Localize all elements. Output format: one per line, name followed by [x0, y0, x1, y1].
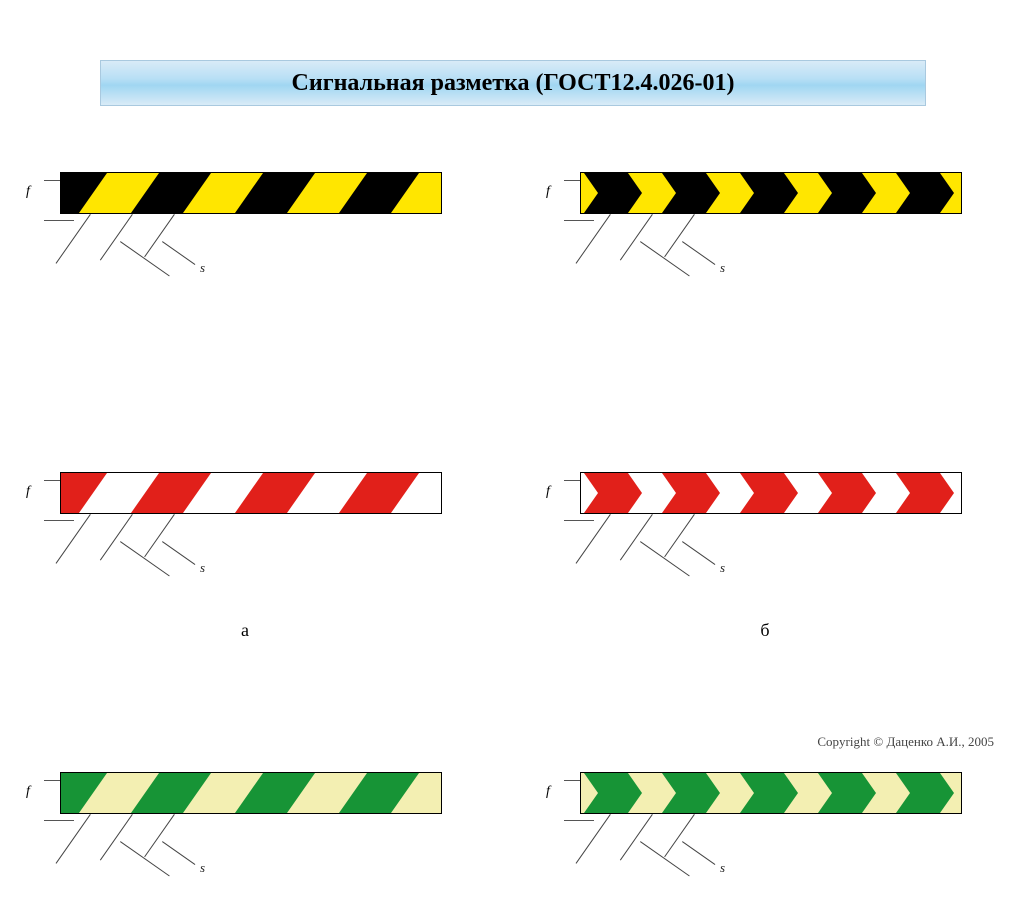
column-b: fsfsfsб	[530, 160, 1000, 610]
s-label: s	[200, 560, 205, 576]
f-dimension: f	[26, 168, 60, 216]
stripe-white-red-b	[580, 472, 962, 514]
s-label: s	[720, 260, 725, 276]
dimension-lines: s	[90, 814, 290, 874]
f-label: f	[546, 784, 550, 800]
f-label: f	[26, 184, 30, 200]
f-label: f	[26, 784, 30, 800]
f-dimension: f	[26, 768, 60, 816]
row-white-red: fs	[10, 460, 480, 610]
dimension-lines: s	[610, 514, 810, 574]
f-dimension: f	[26, 468, 60, 516]
dimension-lines: s	[610, 814, 810, 874]
f-dimension: f	[546, 468, 580, 516]
s-label: s	[200, 860, 205, 876]
row-white-red: fs	[530, 460, 1000, 610]
f-label: f	[26, 484, 30, 500]
s-label: s	[200, 260, 205, 276]
title-banner: Сигнальная разметка (ГОСТ12.4.026-01)	[100, 60, 926, 106]
row-beige-green: fs	[530, 760, 1000, 910]
dimension-lines: s	[610, 214, 810, 274]
f-dimension: f	[546, 168, 580, 216]
stripe-beige-green-b	[580, 772, 962, 814]
row-yellow-black: fs	[530, 160, 1000, 310]
page-title: Сигнальная разметка (ГОСТ12.4.026-01)	[292, 70, 735, 97]
f-dimension: f	[546, 768, 580, 816]
stripe-yellow-black-b	[580, 172, 962, 214]
f-label: f	[546, 484, 550, 500]
dimension-lines: s	[90, 214, 290, 274]
f-label: f	[546, 184, 550, 200]
s-label: s	[720, 860, 725, 876]
column-label-a: а	[10, 620, 480, 641]
copyright-text: Copyright © Даценко А.И., 2005	[817, 734, 994, 750]
row-yellow-black: fs	[10, 160, 480, 310]
column-a: fsfsfsа	[10, 160, 480, 610]
row-beige-green: fs	[10, 760, 480, 910]
dimension-lines: s	[90, 514, 290, 574]
stripe-white-red-a	[60, 472, 442, 514]
stripe-yellow-black-a	[60, 172, 442, 214]
stripe-beige-green-a	[60, 772, 442, 814]
column-label-b: б	[530, 620, 1000, 641]
s-label: s	[720, 560, 725, 576]
